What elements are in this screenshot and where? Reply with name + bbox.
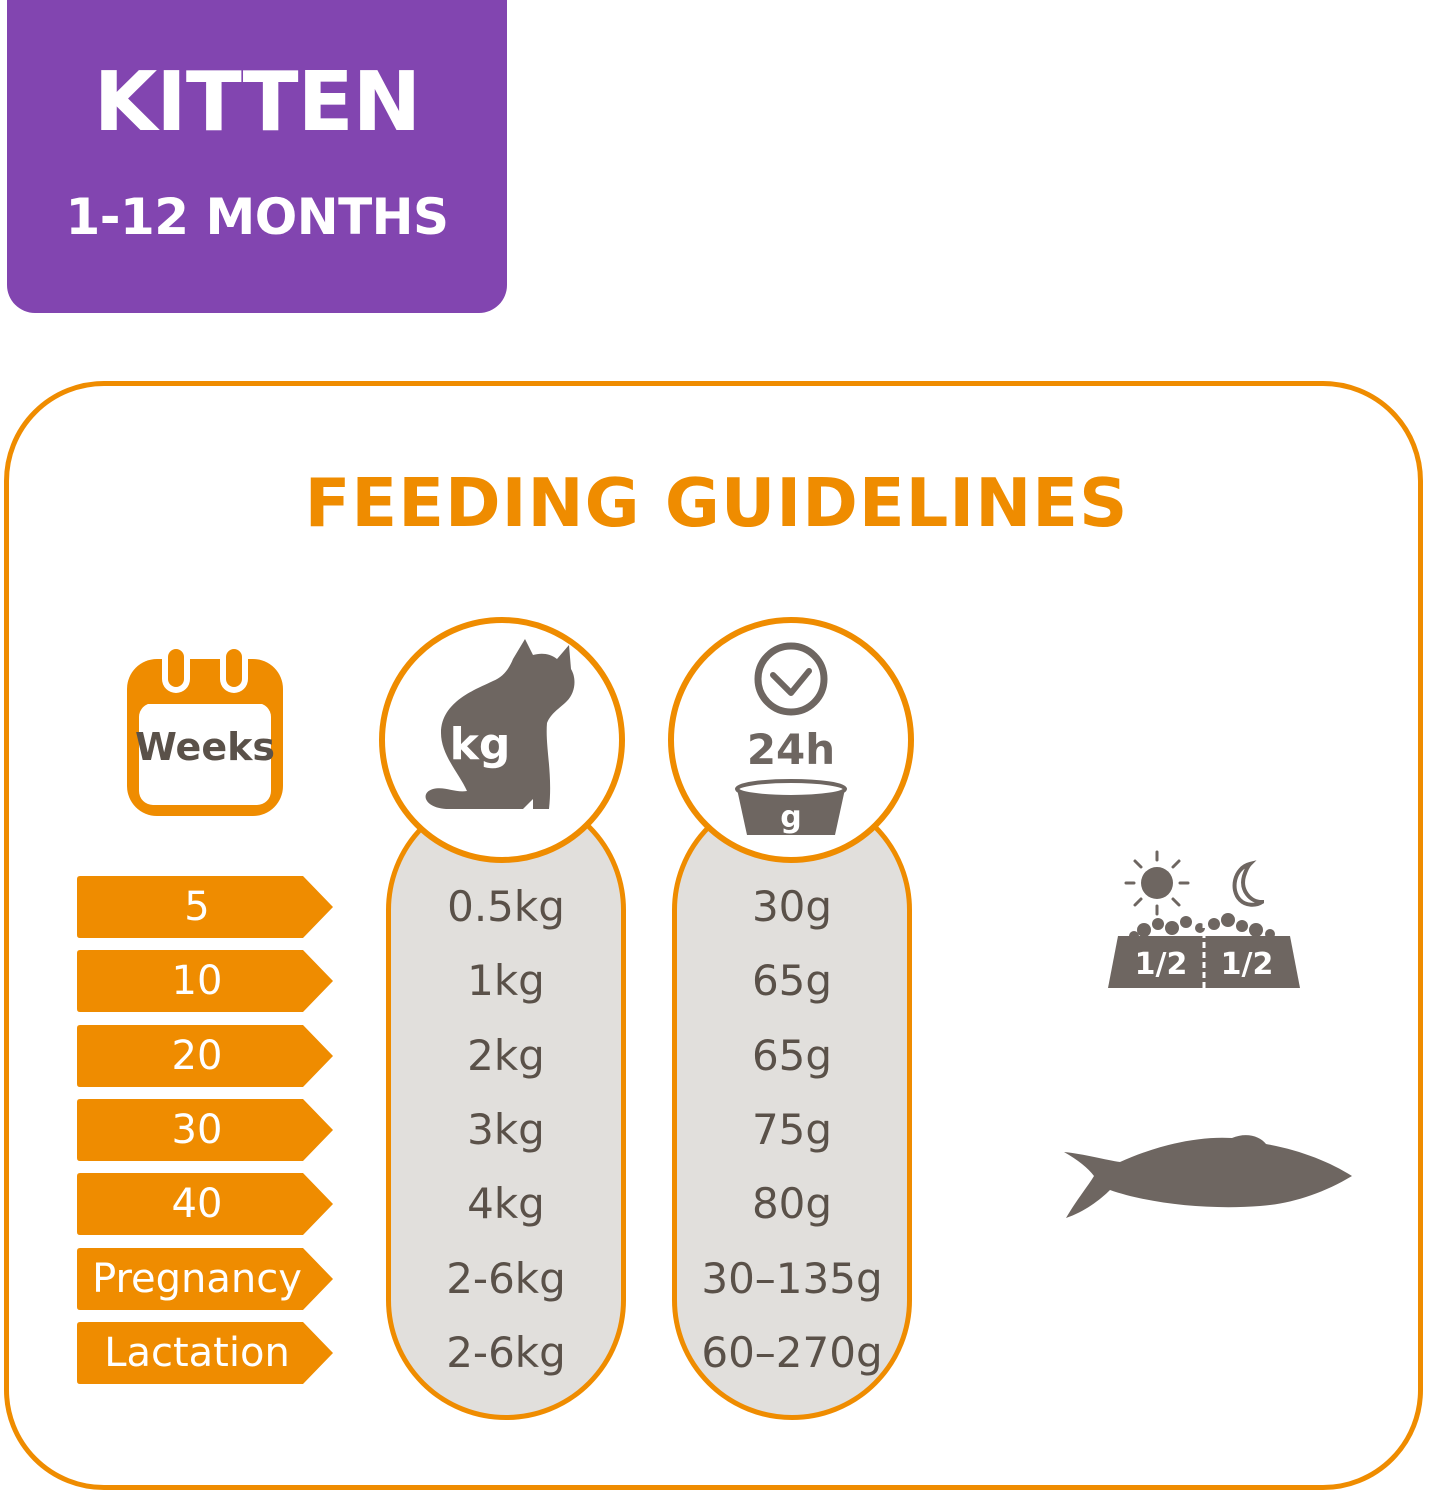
weeks-label: Weeks (135, 725, 275, 769)
amount-value: 60–270g (701, 1328, 883, 1377)
weight-value: 0.5kg (447, 882, 565, 931)
age-label: 10 (171, 958, 223, 1004)
amount-value: 30–135g (701, 1254, 883, 1303)
age-tag: 5 (77, 876, 333, 938)
age-label: 20 (171, 1033, 223, 1079)
feeding-panel (4, 381, 1423, 1490)
kitten-badge: KITTEN 1-12 MONTHS (7, 0, 507, 313)
split-bowl-right: 1/2 (1220, 947, 1274, 982)
bowl-icon (735, 779, 847, 835)
clock-icon (754, 642, 828, 716)
calendar-icon (124, 637, 286, 819)
amount-value: 80g (751, 1179, 833, 1228)
badge-subtitle: 1-12 MONTHS (65, 188, 449, 246)
age-label: 5 (184, 884, 210, 930)
age-tag: 10 (77, 950, 333, 1012)
split-bowl-group: 1/2 1/2 (1104, 848, 1304, 990)
weight-value: 1kg (467, 956, 545, 1005)
weight-header-circle: kg (379, 617, 625, 863)
amount-header-circle: 24h g (668, 617, 914, 863)
amount-header-sublabel: g (780, 800, 802, 835)
weight-header-label: kg (449, 719, 511, 770)
age-tag: Lactation (77, 1322, 333, 1384)
amount-value: 65g (751, 956, 833, 1005)
amount-header-label: 24h (746, 725, 836, 774)
age-tag: 20 (77, 1025, 333, 1087)
age-label: Pregnancy (92, 1256, 302, 1302)
age-label: 30 (171, 1107, 223, 1153)
age-tag: Pregnancy (77, 1248, 333, 1310)
weight-value: 4kg (467, 1179, 545, 1228)
weight-value: 2-6kg (446, 1254, 566, 1303)
panel-title: FEEDING GUIDELINES (304, 464, 1129, 542)
age-label: 40 (171, 1181, 223, 1227)
weight-value: 2kg (467, 1031, 545, 1080)
amount-value: 65g (751, 1031, 833, 1080)
moon-icon (1232, 860, 1264, 907)
cat-silhouette-icon (425, 639, 575, 809)
amount-value: 30g (751, 882, 833, 931)
amount-column (672, 790, 912, 1420)
age-label: Lactation (104, 1330, 290, 1376)
age-tag: 30 (77, 1099, 333, 1161)
kibble-bowl-icon (1108, 912, 1300, 988)
weight-value: 3kg (467, 1105, 545, 1154)
age-tag: 40 (77, 1173, 333, 1235)
amount-value: 75g (751, 1105, 833, 1154)
split-bowl-left: 1/2 (1134, 947, 1188, 982)
fish-icon (1064, 1135, 1352, 1218)
badge-title: KITTEN (93, 55, 421, 150)
sun-icon (1124, 850, 1190, 916)
weight-value: 2-6kg (446, 1328, 566, 1377)
weight-column (386, 790, 626, 1420)
